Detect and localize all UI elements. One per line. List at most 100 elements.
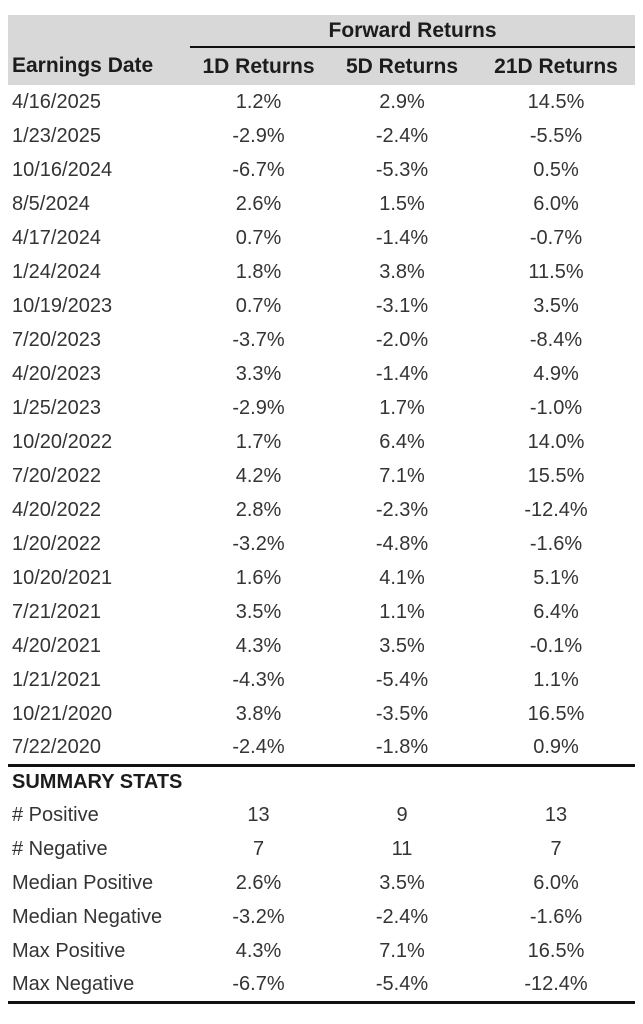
summary-1d-cell: 2.6%	[235, 871, 282, 894]
return-5d-cell: -2.4%	[375, 124, 429, 147]
summary-stats-title: SUMMARY STATS	[8, 763, 636, 798]
summary-5d-cell: -5.4%	[375, 972, 429, 995]
summary-21d-cell: -12.4%	[524, 972, 588, 995]
return-5d-cell: -1.4%	[375, 362, 429, 385]
return-21d-cell: 11.5%	[528, 260, 584, 283]
earnings-date-cell: 10/16/2024	[12, 158, 113, 181]
earnings-date-cell: 7/20/2023	[12, 328, 101, 351]
return-5d-cell: 3.5%	[379, 634, 425, 657]
earnings-date-cell: 4/20/2021	[12, 634, 101, 657]
earnings-date-cell: 10/19/2023	[12, 294, 113, 317]
summary-row: # Negative 7 11 7	[8, 832, 635, 866]
return-1d-cell: -2.9%	[232, 124, 285, 147]
return-5d-cell: 1.5%	[379, 192, 425, 215]
return-5d-cell: -1.4%	[375, 226, 429, 249]
return-5d-cell: -2.3%	[375, 498, 429, 521]
summary-row: Median Positive 2.6% 3.5% 6.0%	[8, 866, 635, 900]
table-row: 10/20/2021 1.6% 4.1% 5.1%	[8, 561, 635, 595]
earnings-date-cell: 1/20/2022	[12, 532, 101, 555]
summary-21d-cell: 16.5%	[527, 939, 585, 962]
col-header-earnings-date: Earnings Date	[8, 47, 190, 85]
col-header-1d-returns: 1D Returns	[190, 47, 327, 85]
col-header-5d-returns: 5D Returns	[327, 47, 477, 85]
return-5d-cell: -5.3%	[375, 158, 429, 181]
return-5d-cell: -2.0%	[375, 328, 429, 351]
return-1d-cell: 4.2%	[235, 464, 282, 487]
table-row: 8/5/2024 2.6% 1.5% 6.0%	[8, 187, 635, 221]
return-21d-cell: 6.0%	[533, 192, 579, 215]
earnings-date-cell: 7/21/2021	[12, 600, 101, 623]
earnings-rows: 4/16/2025 1.2% 2.9% 14.5% 1/23/2025 -2.9…	[8, 85, 635, 765]
summary-row: Max Negative -6.7% -5.4% -12.4%	[8, 968, 635, 1002]
summary-1d-cell: -6.7%	[232, 972, 285, 995]
return-21d-cell: -12.4%	[524, 498, 588, 521]
earnings-date-cell: 4/17/2024	[12, 226, 101, 249]
summary-row: Median Negative -3.2% -2.4% -1.6%	[8, 900, 635, 934]
table-row: 4/17/2024 0.7% -1.4% -0.7%	[8, 221, 635, 255]
forward-returns-title: Forward Returns	[190, 15, 636, 48]
summary-21d-cell: 13	[544, 803, 568, 826]
earnings-date-cell: 7/22/2020	[12, 735, 101, 758]
return-1d-cell: 2.8%	[235, 498, 282, 521]
return-1d-cell: 4.3%	[235, 634, 282, 657]
summary-section: SUMMARY STATS	[8, 763, 636, 798]
table-row: 4/20/2022 2.8% -2.3% -12.4%	[8, 493, 635, 527]
spanner-row: Forward Returns	[8, 15, 636, 48]
return-1d-cell: 2.6%	[235, 192, 282, 215]
summary-21d-cell: 6.0%	[533, 871, 579, 894]
table-row: 4/20/2021 4.3% 3.5% -0.1%	[8, 629, 635, 663]
table-row: 1/20/2022 -3.2% -4.8% -1.6%	[8, 527, 635, 561]
earnings-date-cell: 1/25/2023	[12, 396, 101, 419]
table-row: 7/20/2023 -3.7% -2.0% -8.4%	[8, 323, 635, 357]
summary-5d-cell: 3.5%	[379, 871, 425, 894]
return-21d-cell: 0.5%	[533, 158, 579, 181]
return-21d-cell: -0.1%	[529, 634, 583, 657]
summary-5d-cell: -2.4%	[375, 905, 429, 928]
summary-label-cell: Median Positive	[12, 871, 154, 894]
summary-row: Max Positive 4.3% 7.1% 16.5%	[8, 934, 635, 968]
table-row: 1/25/2023 -2.9% 1.7% -1.0%	[8, 391, 635, 425]
return-21d-cell: 15.5%	[527, 464, 585, 487]
earnings-date-cell: 8/5/2024	[12, 192, 90, 215]
summary-stats-title-row: SUMMARY STATS	[8, 763, 636, 798]
summary-1d-cell: 7	[252, 837, 265, 860]
return-21d-cell: -0.7%	[529, 226, 583, 249]
summary-rows: # Positive 13 9 13 # Negative 7 11 7 Med…	[8, 798, 635, 1002]
earnings-date-cell: 1/23/2025	[12, 124, 101, 147]
summary-label-cell: Median Negative	[12, 905, 163, 928]
return-1d-cell: -6.7%	[232, 158, 285, 181]
return-1d-cell: 0.7%	[235, 226, 282, 249]
return-1d-cell: -3.7%	[232, 328, 285, 351]
earnings-date-cell: 4/16/2025	[12, 90, 101, 113]
return-1d-cell: 1.7%	[235, 430, 282, 453]
return-5d-cell: 6.4%	[379, 430, 425, 453]
return-1d-cell: -3.2%	[232, 532, 285, 555]
summary-1d-cell: 13	[247, 803, 270, 826]
return-21d-cell: 6.4%	[533, 600, 579, 623]
earnings-date-cell: 1/24/2024	[12, 260, 101, 283]
return-5d-cell: 4.1%	[379, 566, 425, 589]
return-5d-cell: 1.7%	[379, 396, 425, 419]
table-row: 1/21/2021 -4.3% -5.4% 1.1%	[8, 663, 635, 697]
summary-1d-cell: -3.2%	[232, 905, 285, 928]
summary-21d-cell: -1.6%	[529, 905, 583, 928]
return-1d-cell: -2.9%	[232, 396, 285, 419]
return-21d-cell: 0.9%	[533, 735, 579, 758]
return-1d-cell: 1.2%	[235, 90, 282, 113]
summary-5d-cell: 11	[391, 837, 413, 860]
summary-row: # Positive 13 9 13	[8, 798, 635, 832]
summary-label-cell: # Negative	[12, 837, 108, 860]
table-row: 1/23/2025 -2.9% -2.4% -5.5%	[8, 119, 635, 153]
column-header-row: Earnings Date 1D Returns 5D Returns 21D …	[8, 47, 636, 85]
return-1d-cell: 3.8%	[235, 702, 282, 725]
return-1d-cell: 3.5%	[235, 600, 282, 623]
return-5d-cell: -4.8%	[375, 532, 429, 555]
table-row: 4/20/2023 3.3% -1.4% 4.9%	[8, 357, 635, 391]
earnings-date-cell: 10/20/2022	[12, 430, 113, 453]
return-21d-cell: -5.5%	[529, 124, 583, 147]
summary-label-cell: Max Positive	[12, 939, 126, 962]
table-row: 7/20/2022 4.2% 7.1% 15.5%	[8, 459, 635, 493]
summary-5d-cell: 7.1%	[379, 939, 425, 962]
forward-returns-table: Forward Returns Earnings Date 1D Returns…	[8, 15, 636, 1004]
earnings-date-cell: 4/20/2022	[12, 498, 101, 521]
